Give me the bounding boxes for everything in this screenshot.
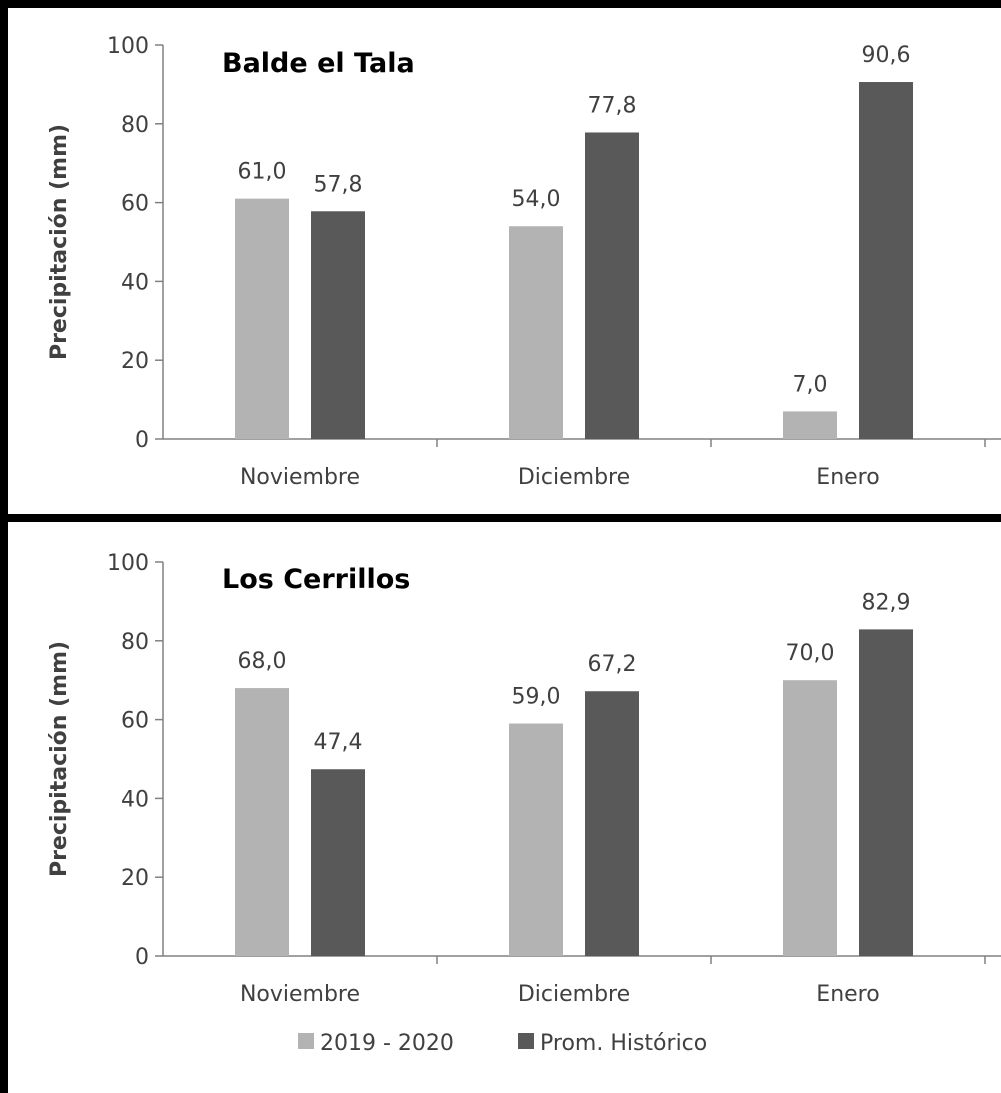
y-tick-label: 100 — [107, 34, 149, 59]
bar — [509, 723, 563, 956]
y-tick-label: 40 — [121, 787, 149, 812]
y-tick-label: 20 — [121, 349, 149, 374]
y-axis-label: Precipitación (mm) — [47, 124, 72, 360]
legend-swatch — [298, 1033, 314, 1049]
bar — [859, 82, 913, 439]
legend-label: Prom. Histórico — [540, 1031, 707, 1056]
bar — [235, 688, 289, 956]
legend-label: 2019 - 2020 — [320, 1031, 454, 1056]
legend-swatch — [518, 1033, 534, 1049]
x-tick-label: Enero — [816, 982, 879, 1007]
x-tick-label: Noviembre — [240, 465, 360, 490]
chart-title: Los Cerrillos — [222, 564, 410, 595]
data-label: 67,2 — [588, 652, 637, 677]
y-tick-label: 80 — [121, 630, 149, 655]
bar — [311, 769, 365, 956]
chart-title: Balde el Tala — [222, 48, 415, 79]
data-label: 57,8 — [314, 172, 363, 197]
bar — [509, 226, 563, 439]
y-tick-label: 0 — [135, 945, 149, 970]
x-tick-label: Diciembre — [518, 982, 630, 1007]
y-tick-label: 20 — [121, 866, 149, 891]
data-label: 82,9 — [862, 590, 911, 615]
bar — [585, 132, 639, 439]
x-tick-label: Diciembre — [518, 465, 630, 490]
data-label: 70,0 — [786, 641, 835, 666]
data-label: 68,0 — [238, 649, 287, 674]
data-label: 61,0 — [238, 160, 287, 185]
data-label: 47,4 — [314, 730, 363, 755]
y-tick-label: 100 — [107, 551, 149, 576]
data-label: 90,6 — [862, 43, 911, 68]
bar — [783, 680, 837, 956]
y-tick-label: 80 — [121, 113, 149, 138]
data-label: 77,8 — [588, 93, 637, 118]
y-tick-label: 40 — [121, 270, 149, 295]
bar — [235, 198, 289, 439]
panel-divider — [0, 514, 1001, 522]
y-tick-label: 60 — [121, 709, 149, 734]
y-tick-label: 60 — [121, 192, 149, 217]
y-tick-label: 0 — [135, 428, 149, 453]
bar — [585, 691, 639, 956]
x-tick-label: Enero — [816, 465, 879, 490]
x-tick-label: Noviembre — [240, 982, 360, 1007]
data-label: 59,0 — [512, 685, 561, 710]
data-label: 54,0 — [512, 187, 561, 212]
bar — [311, 211, 365, 439]
bar — [859, 629, 913, 956]
bar — [783, 411, 837, 439]
y-axis-label: Precipitación (mm) — [47, 641, 72, 877]
data-label: 7,0 — [793, 372, 828, 397]
